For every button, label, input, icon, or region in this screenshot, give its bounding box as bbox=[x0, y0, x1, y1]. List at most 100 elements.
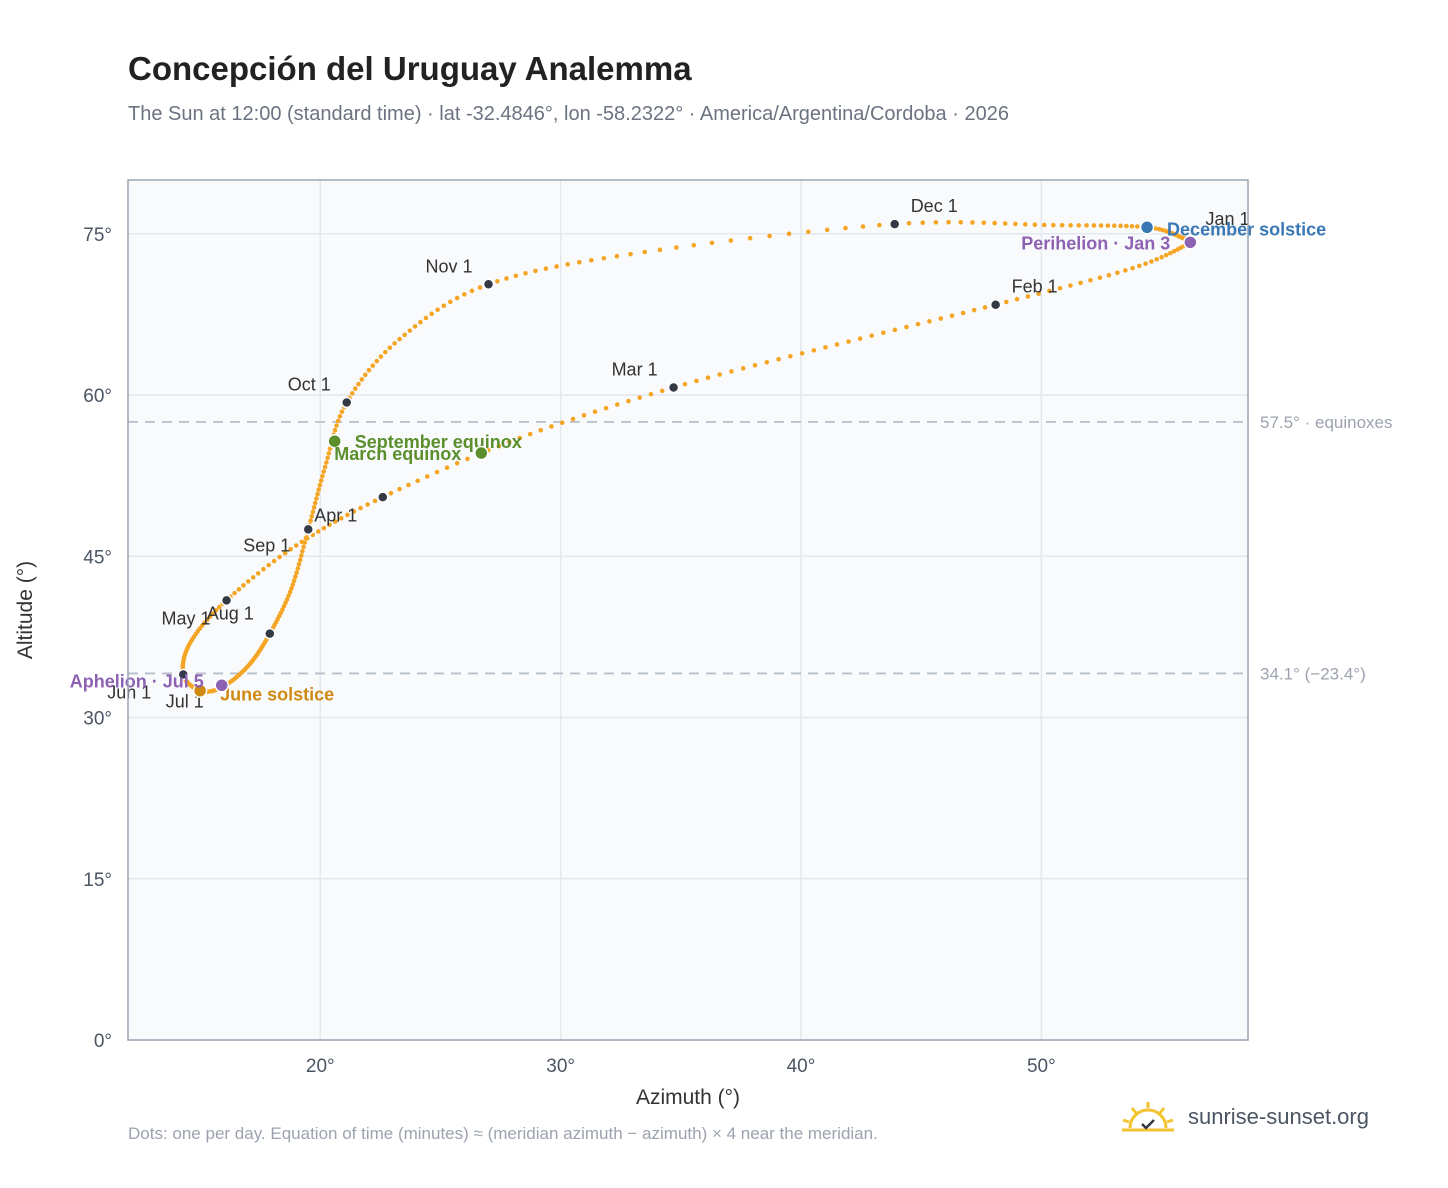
daily-dot bbox=[406, 482, 411, 488]
daily-dot bbox=[477, 285, 483, 290]
month-label: Oct 1 bbox=[288, 375, 331, 395]
daily-dot bbox=[397, 336, 402, 342]
daily-dot bbox=[301, 544, 306, 550]
daily-dot bbox=[293, 574, 298, 580]
daily-dot bbox=[860, 224, 866, 229]
daily-dot bbox=[752, 363, 758, 368]
daily-dot bbox=[297, 557, 303, 563]
x-tick-label: 40° bbox=[787, 1056, 816, 1077]
daily-dot bbox=[565, 262, 570, 267]
daily-dot bbox=[674, 245, 679, 250]
y-tick-label: 45° bbox=[83, 547, 112, 568]
brand-name: sunrise-sunset.org bbox=[1188, 1104, 1369, 1129]
daily-dot bbox=[799, 351, 805, 356]
daily-dot bbox=[1171, 248, 1177, 254]
daily-dot bbox=[786, 231, 792, 237]
daily-dot bbox=[286, 593, 291, 599]
daily-dot bbox=[1047, 288, 1052, 294]
month-label: Jan 1 bbox=[1206, 209, 1250, 229]
daily-dot bbox=[1115, 270, 1120, 276]
daily-dot bbox=[424, 474, 430, 479]
daily-dot bbox=[938, 316, 944, 321]
daily-dot bbox=[1068, 283, 1073, 288]
y-tick-label: 0° bbox=[94, 1031, 112, 1052]
month-marker bbox=[377, 491, 389, 503]
daily-dot bbox=[335, 418, 341, 424]
daily-dot bbox=[350, 391, 355, 396]
daily-dot bbox=[517, 435, 523, 441]
daily-dot bbox=[322, 464, 328, 470]
daily-dot bbox=[365, 502, 370, 507]
daily-dot bbox=[657, 247, 663, 253]
daily-dot bbox=[767, 233, 772, 239]
daily-dot bbox=[378, 354, 384, 359]
daily-dot bbox=[1057, 285, 1063, 291]
daily-dot bbox=[402, 332, 407, 338]
month-label: Jul 1 bbox=[166, 691, 204, 711]
event-label: Perihelion · Jan 3 bbox=[1021, 233, 1170, 253]
y-tick-label: 30° bbox=[83, 709, 112, 730]
daily-dot bbox=[296, 562, 302, 567]
daily-dot bbox=[1129, 223, 1135, 229]
daily-dot bbox=[717, 372, 723, 377]
daily-dot bbox=[434, 469, 440, 475]
daily-dot bbox=[298, 553, 304, 558]
y-axis-title: Altitude (°) bbox=[14, 561, 37, 659]
daily-dot bbox=[682, 381, 688, 387]
daily-dot bbox=[310, 509, 316, 515]
daily-dot bbox=[843, 225, 848, 231]
daily-dot bbox=[261, 566, 266, 572]
daily-dot bbox=[345, 512, 350, 518]
daily-dot bbox=[1088, 277, 1093, 283]
daily-dot bbox=[1002, 221, 1008, 226]
daily-dot bbox=[295, 566, 301, 571]
daily-dot bbox=[1076, 223, 1082, 228]
daily-dot bbox=[1051, 222, 1056, 228]
event-marker bbox=[192, 683, 208, 698]
x-tick-label: 30° bbox=[546, 1056, 575, 1077]
daily-dot bbox=[325, 455, 330, 461]
daily-dot bbox=[210, 611, 216, 616]
daily-dot bbox=[1175, 247, 1180, 252]
daily-dot bbox=[581, 413, 587, 418]
month-marker bbox=[667, 381, 680, 394]
event-label: March equinox bbox=[334, 444, 461, 464]
daily-dot bbox=[659, 388, 665, 394]
daily-dot bbox=[933, 220, 939, 225]
daily-dot bbox=[332, 427, 338, 433]
daily-dot bbox=[549, 424, 554, 429]
daily-dot bbox=[637, 395, 642, 400]
daily-dot bbox=[236, 587, 242, 592]
daily-dot bbox=[241, 583, 246, 588]
daily-dot bbox=[906, 220, 912, 226]
daily-dot bbox=[764, 359, 770, 365]
daily-dot bbox=[811, 348, 817, 353]
daily-dot bbox=[392, 341, 397, 346]
daily-dot bbox=[283, 600, 288, 606]
daily-dot bbox=[469, 288, 475, 294]
daily-dot bbox=[1041, 222, 1047, 228]
daily-dot bbox=[691, 242, 697, 248]
month-label: Apr 1 bbox=[314, 505, 357, 525]
y-tick-label: 75° bbox=[83, 225, 112, 246]
daily-dot bbox=[353, 386, 358, 392]
daily-dot bbox=[823, 345, 828, 350]
daily-dot bbox=[1091, 223, 1097, 228]
brand[interactable]: sunrise-sunset.org bbox=[1120, 1100, 1369, 1134]
daily-dot bbox=[338, 515, 344, 521]
daily-dot bbox=[271, 558, 277, 564]
month-label: Sep 1 bbox=[243, 535, 290, 555]
daily-dot bbox=[454, 461, 460, 466]
daily-dot bbox=[300, 549, 305, 554]
x-tick-label: 20° bbox=[306, 1056, 335, 1077]
daily-dot bbox=[824, 227, 830, 233]
plot-area bbox=[128, 180, 1248, 1040]
daily-dot bbox=[359, 377, 365, 382]
daily-dot bbox=[1163, 252, 1169, 258]
daily-dot bbox=[294, 570, 299, 576]
daily-dot bbox=[1059, 222, 1065, 228]
daily-dot bbox=[1134, 224, 1140, 229]
reference-lines: 57.5° · equinoxes 34.1° (−23.4°) bbox=[128, 413, 1393, 683]
daily-dot bbox=[533, 268, 538, 274]
